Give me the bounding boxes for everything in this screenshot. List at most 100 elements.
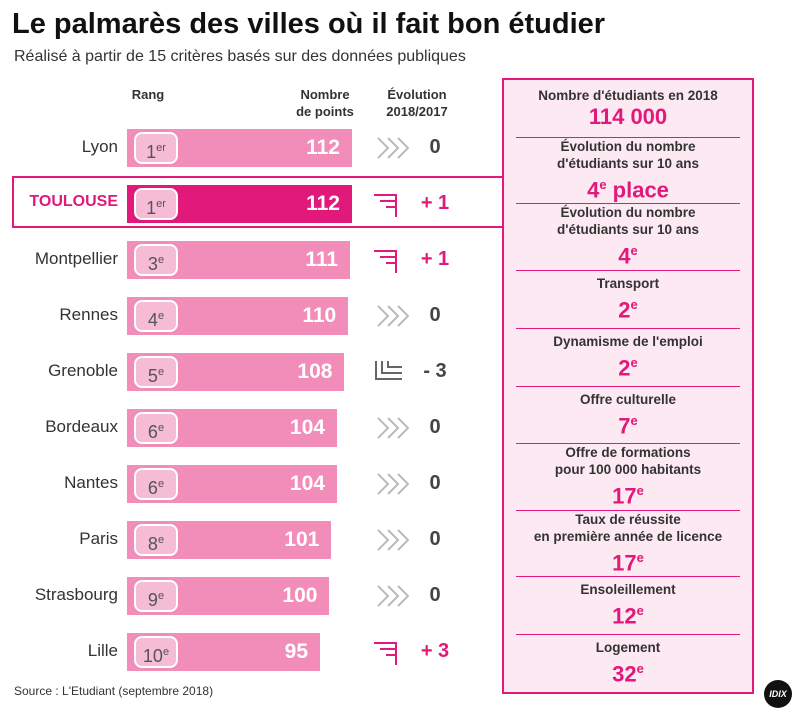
panel-label: pour 100 000 habitants — [554, 462, 702, 478]
points-header: Nombre de points — [285, 86, 365, 120]
panel-value: 17e — [612, 478, 644, 509]
panel-value: 12e — [612, 598, 644, 629]
panel-item: Logement 32e — [516, 635, 740, 692]
rank-badge: 1er — [134, 132, 178, 164]
evolution: + 1 — [420, 248, 450, 270]
city: Paris — [79, 529, 118, 548]
city: Bordeaux — [45, 417, 118, 436]
detail-panel: Nombre d'étudiants en 2018 114 000 Évoluti… — [502, 78, 754, 694]
value: 12 — [612, 603, 637, 629]
value-suffix: e — [636, 483, 644, 499]
value: 7 — [618, 413, 631, 439]
points: 104 — [289, 472, 325, 495]
value-suffix: e — [636, 661, 644, 677]
rank-suffix: e — [162, 646, 170, 658]
city: Lille — [87, 641, 118, 660]
points: 110 — [302, 304, 337, 327]
value-suffix: e — [636, 549, 644, 565]
panel-item: Offre de formations pour 100 000 habitant… — [516, 444, 740, 511]
panel-label: d'étudiants sur 10 ans — [556, 222, 699, 238]
evolution-icon — [374, 250, 397, 273]
value: 4 — [587, 177, 600, 203]
rank-suffix: e — [157, 366, 165, 378]
panel-label: Dynamisme de l'emploi — [553, 333, 703, 349]
title: Le palmarès des villes où il fait bon ét… — [12, 8, 606, 40]
evolution-icon — [377, 585, 410, 607]
evolution-icon — [377, 417, 410, 439]
rank-suffix: e — [157, 534, 165, 546]
city: Grenoble — [48, 361, 118, 380]
rank-badge: 3e — [134, 244, 178, 276]
panel-item: Nombre d'étudiants en 2018 114 000 — [516, 80, 740, 138]
value: 32 — [612, 661, 637, 687]
rank: 1 — [146, 142, 157, 162]
panel-label: Transport — [596, 275, 660, 291]
value-suffix: e — [630, 296, 638, 312]
value-suffix: e — [630, 243, 638, 259]
logo: IDIX — [764, 680, 792, 708]
panel-label: Offre de formations — [565, 445, 691, 461]
panel-value: 7e — [618, 408, 637, 439]
evolution-icon — [377, 305, 410, 327]
rank-suffix: e — [157, 310, 165, 322]
rank: 5 — [147, 366, 158, 386]
panel-value: 2e — [618, 350, 637, 381]
panel-label: d'étudiants sur 10 ans — [556, 155, 699, 171]
points: 112 — [306, 136, 340, 159]
panel-label: Taux de réussite — [575, 511, 681, 527]
points: 95 — [284, 640, 309, 663]
rank-suffix: er — [156, 142, 166, 154]
subtitle: Réalisé à partir de 15 critères basés su… — [14, 48, 466, 65]
evolution: - 3 — [423, 360, 447, 382]
evolution: 0 — [429, 304, 441, 326]
panel-label: Nombre d'étudiants en 2018 — [538, 87, 718, 103]
panel-value: 4e place — [587, 172, 669, 203]
rank-badge: 5e — [134, 356, 178, 388]
panel-value: 4e — [618, 238, 637, 269]
city: Strasbourg — [34, 585, 118, 604]
evolution-icon — [377, 137, 410, 159]
panel-item: Transport 2e — [516, 271, 740, 329]
evolution-header: Évolution 2018/2017 — [372, 86, 462, 120]
city: Lyon — [81, 137, 118, 156]
panel-label: en première année de licence — [533, 528, 723, 544]
rank-header: Rang — [131, 87, 165, 102]
rank: 1 — [146, 198, 157, 218]
panel-item: Taux de réussite en première année de lic… — [516, 511, 740, 578]
city: Nantes — [64, 473, 118, 492]
value: 4 — [618, 243, 631, 269]
evolution: 0 — [429, 416, 441, 438]
evolution-icon — [377, 473, 410, 495]
panel-item: Dynamisme de l'emploi 2e — [516, 329, 740, 387]
rank: 9 — [147, 590, 158, 610]
value-suffix: e — [599, 176, 607, 192]
points: 101 — [284, 528, 320, 551]
rank-badge: 10e — [134, 636, 178, 668]
rank-badge: 9e — [134, 580, 178, 612]
header-line: Nombre — [300, 87, 350, 102]
header-line: Évolution — [387, 87, 447, 102]
rank-badge: 4e — [134, 300, 178, 332]
city: TOULOUSE — [29, 193, 118, 210]
rank: 4 — [147, 310, 158, 330]
source: Source : L'Etudiant (septembre 2018) — [14, 684, 214, 698]
evolution: 0 — [429, 136, 441, 158]
rank-badge: 6e — [134, 468, 178, 500]
rank: 8 — [147, 534, 158, 554]
value: 2 — [618, 355, 631, 381]
points: 104 — [289, 416, 325, 439]
rank: 10 — [142, 646, 163, 666]
points: 112 — [306, 192, 340, 215]
rank: 6 — [147, 422, 158, 442]
value-suffix: e — [630, 354, 638, 370]
value-after: place — [606, 177, 669, 203]
rank-badge: 1er — [134, 188, 178, 220]
rank-badge: 8e — [134, 524, 178, 556]
points: 111 — [305, 248, 339, 271]
evolution-icon — [375, 361, 402, 380]
panel-value: 32e — [612, 656, 644, 687]
evolution-icon — [377, 529, 410, 551]
value: 17 — [612, 483, 637, 509]
rank-suffix: e — [157, 478, 165, 490]
